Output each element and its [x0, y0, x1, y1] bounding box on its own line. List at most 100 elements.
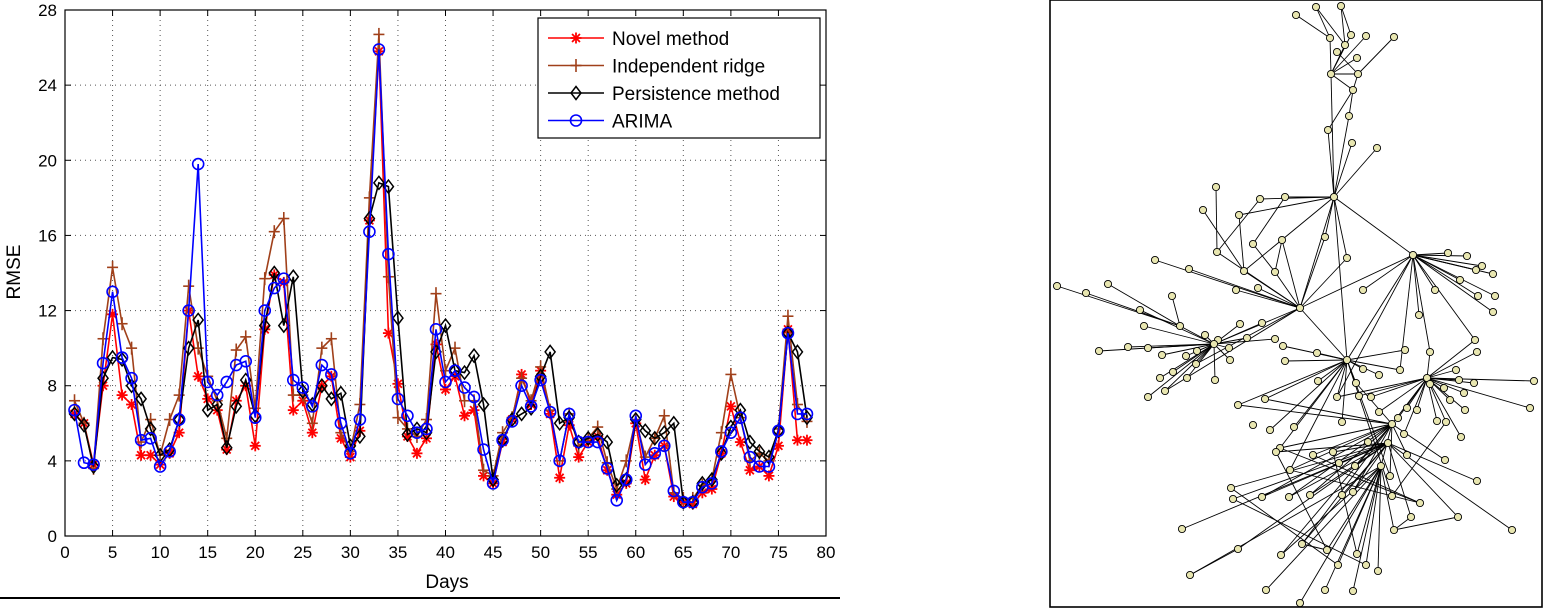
data-point-circle	[68, 403, 81, 417]
y-axis-label: RMSE	[4, 245, 25, 300]
data-point-circle	[581, 435, 595, 449]
data-point-plus	[325, 332, 337, 346]
data-point-asterisk	[639, 474, 651, 486]
data-point-asterisk	[459, 410, 471, 422]
x-tick-label: 20	[246, 543, 265, 562]
data-point-diamond	[544, 344, 557, 360]
data-point-circle	[344, 447, 357, 460]
data-point-diamond	[772, 423, 785, 439]
data-point-diamond	[677, 494, 690, 510]
data-point-asterisk	[135, 449, 147, 461]
data-point-diamond	[801, 409, 813, 426]
data-point-circle	[667, 484, 681, 498]
data-point-diamond	[391, 310, 404, 326]
data-point-plus	[221, 431, 233, 445]
data-point-diamond	[610, 477, 623, 494]
data-point-diamond	[525, 400, 538, 416]
data-point-plus	[287, 388, 299, 402]
data-point-circle	[134, 433, 148, 447]
data-point-circle	[791, 407, 804, 421]
data-point-circle	[239, 354, 253, 368]
data-point-asterisk	[725, 400, 737, 412]
data-point-circle	[486, 477, 500, 490]
data-point-plus	[278, 212, 290, 226]
data-point-circle	[677, 495, 690, 509]
data-point-circle	[439, 375, 452, 389]
legend-label: Persistence method	[612, 84, 780, 105]
data-point-plus	[570, 59, 582, 72]
data-point-diamond	[686, 494, 699, 510]
data-point-circle	[210, 388, 224, 402]
data-point-diamond	[296, 383, 309, 400]
legend-entry: Persistence method	[548, 84, 780, 105]
data-point-diamond	[173, 411, 186, 428]
x-tick-label: 70	[721, 543, 740, 562]
data-point-diamond	[268, 265, 281, 281]
data-point-circle	[163, 445, 176, 458]
data-point-diamond	[315, 377, 328, 394]
data-point-circle	[638, 458, 652, 471]
data-point-circle	[382, 247, 395, 261]
x-tick-label: 60	[626, 543, 645, 562]
data-point-circle	[125, 371, 138, 385]
data-point-circle	[600, 462, 614, 475]
data-point-diamond	[639, 423, 652, 439]
x-tick-label: 40	[436, 543, 455, 562]
data-point-diamond	[144, 421, 157, 437]
data-point-circle	[458, 381, 471, 394]
data-point-diamond	[325, 391, 338, 407]
legend-entry: Independent ridge	[548, 57, 765, 78]
data-point-circle	[477, 443, 490, 456]
data-point-diamond	[468, 347, 480, 364]
y-tick-label: 8	[48, 377, 57, 396]
series-line	[73, 49, 807, 503]
data-point-circle	[543, 405, 557, 419]
data-point-plus	[363, 191, 375, 205]
data-point-plus	[658, 409, 670, 423]
x-tick-label: 25	[293, 543, 312, 562]
data-point-circle	[106, 285, 119, 299]
data-point-circle	[429, 323, 443, 336]
x-tick-label: 80	[817, 543, 836, 562]
data-point-circle	[420, 422, 433, 436]
legend-label: ARIMA	[612, 112, 673, 133]
data-point-circle	[619, 473, 633, 486]
data-point-asterisk	[791, 434, 803, 446]
x-tick-label: 65	[674, 543, 693, 562]
data-point-asterisk	[249, 440, 261, 452]
data-point-diamond	[334, 385, 347, 401]
data-point-circle	[572, 435, 585, 449]
data-point-diamond	[116, 351, 129, 368]
data-point-diamond	[570, 85, 582, 101]
data-point-diamond	[563, 409, 576, 426]
data-point-diamond	[135, 391, 148, 407]
data-point-circle	[315, 358, 329, 372]
data-point-circle	[201, 375, 214, 389]
data-point-diamond	[496, 432, 509, 448]
data-point-circle	[96, 356, 110, 370]
data-point-diamond	[439, 317, 452, 334]
data-point-diamond	[68, 406, 81, 422]
series-persistence-method	[68, 175, 813, 510]
data-point-diamond	[449, 362, 461, 379]
data-point-diamond	[487, 471, 500, 488]
data-point-circle	[191, 157, 205, 171]
data-point-diamond	[125, 377, 138, 394]
data-point-diamond	[220, 439, 233, 456]
y-tick-label: 12	[38, 302, 57, 321]
legend-label: Novel method	[612, 29, 729, 50]
data-point-diamond	[553, 415, 566, 432]
data-point-circle	[734, 411, 747, 424]
x-tick-label: 50	[531, 543, 550, 562]
data-point-circle	[781, 326, 795, 340]
series-layer	[68, 27, 814, 510]
data-point-asterisk	[287, 404, 299, 416]
data-point-plus	[382, 270, 394, 284]
data-point-circle	[87, 458, 100, 471]
data-point-diamond	[201, 402, 214, 418]
legend-entry: ARIMA	[548, 112, 673, 133]
data-point-plus	[373, 27, 385, 41]
data-point-circle	[267, 281, 281, 295]
data-point-circle	[77, 456, 91, 470]
data-point-diamond	[696, 475, 709, 492]
